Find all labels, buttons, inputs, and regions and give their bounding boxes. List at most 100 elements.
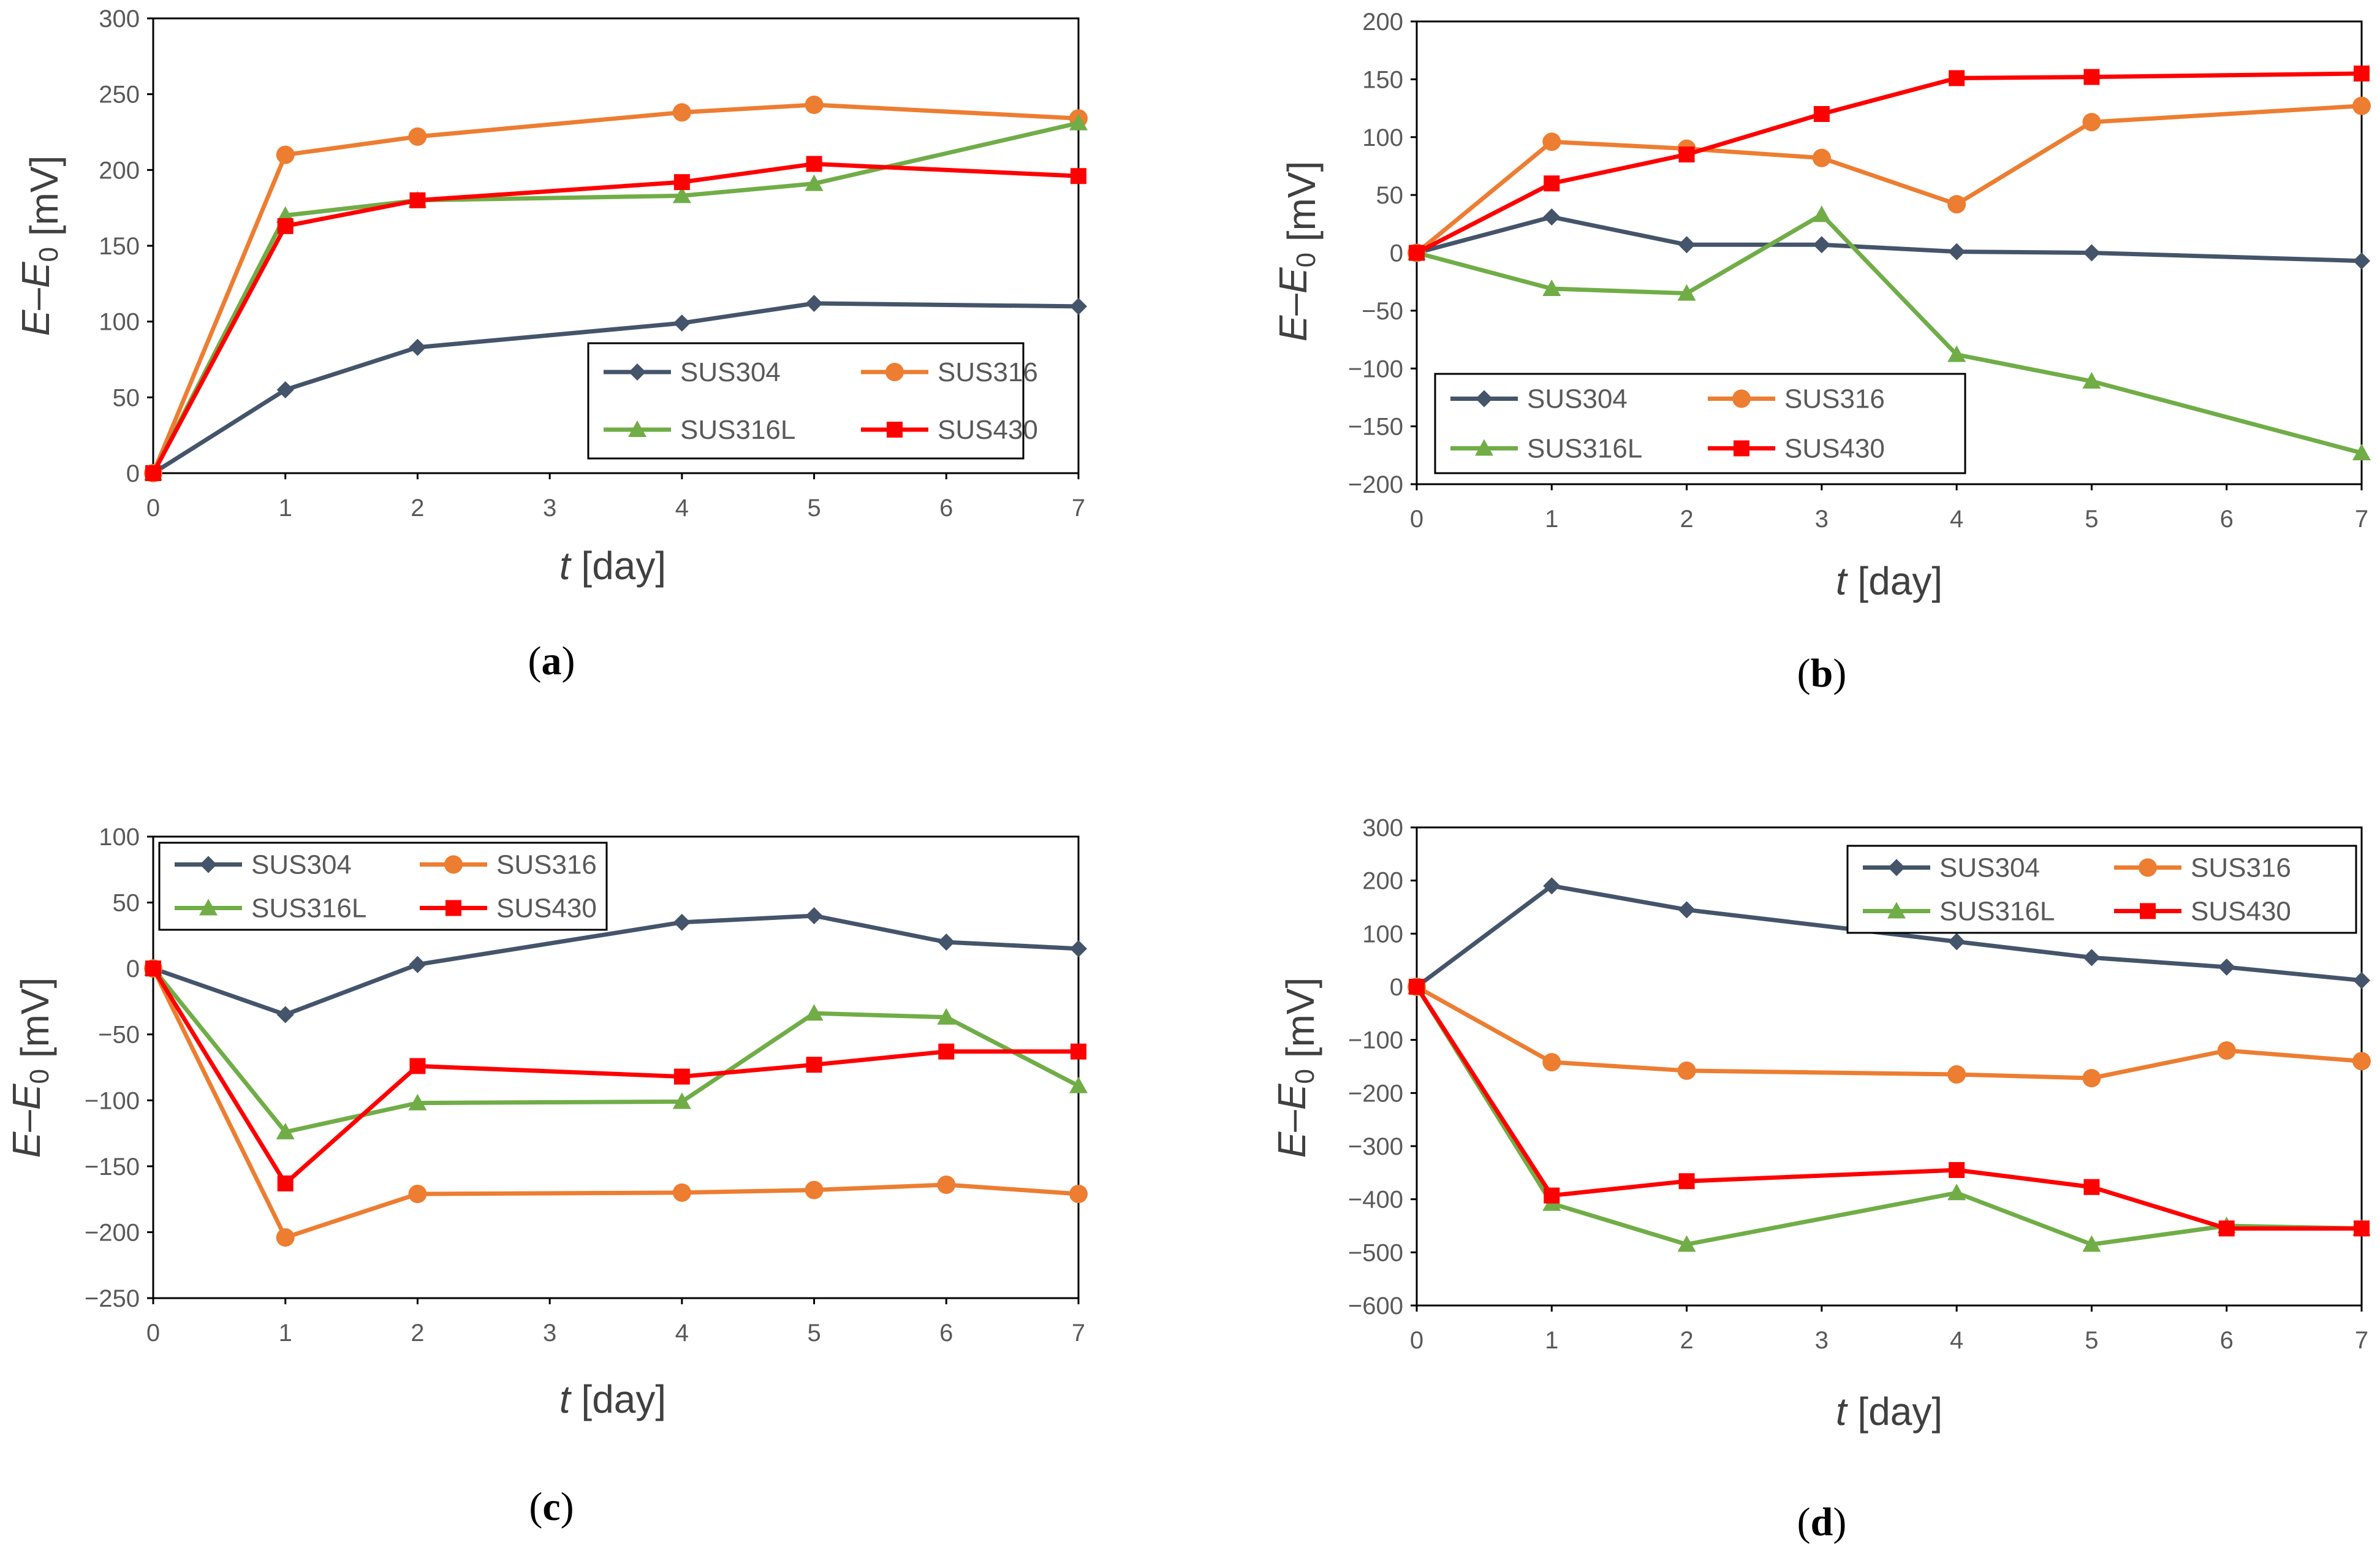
y-tick-label: −50 — [98, 1022, 140, 1049]
data-point-SUS430 — [1409, 245, 1425, 261]
data-point-SUS304 — [938, 933, 955, 951]
x-tick-label: 6 — [2220, 506, 2234, 533]
panel-caption: (a) — [528, 639, 575, 683]
data-point-SUS430 — [1678, 1173, 1695, 1190]
y-tick-label: −200 — [1348, 1080, 1403, 1107]
caption-paren: ( — [1797, 651, 1811, 696]
data-point-SUS304 — [1543, 877, 1561, 895]
data-point-SUS316L — [1812, 205, 1831, 222]
data-point-SUS316L — [1677, 1235, 1696, 1252]
legend-label-SUS316L: SUS316L — [680, 415, 795, 445]
x-axis-title-var: t — [559, 1377, 572, 1421]
caption-paren: ( — [1797, 1500, 1811, 1545]
data-point-SUS430 — [1544, 1187, 1560, 1204]
data-point-SUS316L — [1677, 284, 1696, 301]
legend-label-SUS316: SUS316 — [938, 357, 1038, 387]
y-axis-title: E–E0 [mV] — [4, 978, 57, 1158]
data-point-SUS304 — [1948, 243, 1966, 260]
y-axis-title-part: E — [1271, 267, 1315, 294]
data-point-SUS430 — [2083, 69, 2100, 85]
x-tick-label: 3 — [1815, 1327, 1829, 1354]
y-tick-label: 100 — [1362, 921, 1403, 948]
x-axis-title-var: t — [1836, 559, 1848, 603]
legend-marker-SUS316L — [199, 899, 218, 916]
x-tick-label: 2 — [1680, 1327, 1693, 1354]
x-axis-title: t [day] — [1836, 1389, 1942, 1434]
y-axis-title-part: E — [1270, 1083, 1314, 1110]
data-point-SUS430 — [806, 1057, 822, 1073]
x-axis-title: t [day] — [559, 544, 666, 588]
legend-marker-SUS304 — [1888, 859, 1905, 876]
y-axis-title-part: – — [4, 1110, 48, 1132]
legend-marker-SUS316L — [628, 420, 646, 437]
data-point-SUS316 — [1069, 1185, 1088, 1204]
y-tick-label: 0 — [126, 956, 140, 982]
legend-label-SUS304: SUS304 — [680, 357, 781, 387]
series-line-SUS316 — [151, 102, 1079, 474]
data-point-SUS430 — [1813, 106, 1830, 122]
data-point-SUS430 — [1949, 1162, 1965, 1178]
data-point-SUS316L — [805, 174, 824, 191]
data-point-SUS316 — [1812, 148, 1831, 167]
y-axis-title-part: E — [1270, 1131, 1314, 1158]
data-point-SUS316 — [2352, 1052, 2371, 1071]
data-point-SUS316L — [805, 1004, 824, 1021]
y-tick-label: −300 — [1348, 1133, 1403, 1160]
y-tick-label: −150 — [85, 1153, 140, 1180]
y-axis-title: E–E0 [mV] — [1271, 161, 1324, 342]
caption-letter: c — [542, 1484, 560, 1529]
data-point-SUS430 — [1409, 979, 1425, 995]
data-point-SUS304 — [1070, 940, 1087, 957]
y-tick-label: 50 — [1376, 182, 1404, 209]
data-point-SUS430 — [145, 465, 161, 481]
data-point-SUS304 — [276, 381, 294, 398]
x-tick-label: 7 — [1072, 495, 1085, 522]
data-point-SUS316 — [2217, 1041, 2236, 1060]
legend-marker-SUS316 — [885, 363, 904, 381]
data-point-SUS316L — [276, 1122, 295, 1139]
x-tick-label: 0 — [146, 495, 160, 522]
x-tick-label: 2 — [411, 1320, 424, 1347]
legend-label-SUS316: SUS316 — [2191, 853, 2291, 883]
y-axis-title-part: [mV] — [1279, 161, 1324, 253]
data-point-SUS316L — [1069, 1076, 1088, 1093]
legend-label-SUS430: SUS430 — [2191, 897, 2291, 927]
data-point-SUS316L — [672, 186, 691, 203]
data-point-SUS316L — [408, 1093, 427, 1111]
y-tick-label: −100 — [1348, 355, 1403, 382]
panel-b: −200 −150 −100 −50 0 50 100 150 200 0 1 2 3 4 5 6 7 SUS30… — [1271, 9, 2371, 696]
data-point-SUS430 — [673, 1068, 690, 1085]
x-tick-label: 4 — [675, 495, 689, 522]
y-tick-label: 150 — [1362, 66, 1403, 93]
data-point-SUS304 — [1543, 208, 1561, 226]
caption-letter: d — [1811, 1500, 1833, 1545]
y-axis-title: E–E0 [mV] — [13, 156, 66, 336]
legend-label-SUS304: SUS304 — [1939, 853, 2040, 883]
legend-marker-SUS304 — [1476, 390, 1493, 408]
y-tick-label: −400 — [1348, 1187, 1403, 1214]
legend-box — [1846, 845, 2357, 934]
caption-paren: ) — [561, 1484, 574, 1529]
data-point-SUS430 — [673, 174, 690, 191]
x-tick-label: 1 — [1545, 1327, 1558, 1354]
data-point-SUS430 — [277, 218, 294, 234]
x-tick-label: 7 — [1072, 1320, 1085, 1347]
data-point-SUS316 — [2352, 96, 2371, 115]
x-tick-label: 5 — [2085, 1327, 2098, 1354]
x-axis-title-unit: [day] — [1847, 559, 1943, 603]
x-tick-label: 1 — [1545, 506, 1558, 533]
x-tick-label: 4 — [675, 1320, 689, 1347]
y-axis-title-part: E — [1271, 314, 1315, 341]
legend-label-SUS430: SUS430 — [938, 415, 1038, 445]
x-tick-label: 2 — [411, 495, 424, 522]
y-axis-title-part: – — [13, 288, 58, 310]
y-tick-label: 150 — [99, 233, 140, 260]
x-axis-title-var: t — [1836, 1389, 1848, 1434]
legend-marker-SUS430 — [887, 422, 903, 438]
legend-label-SUS430: SUS430 — [496, 894, 597, 924]
legend-marker-SUS316L — [1887, 902, 1906, 919]
caption-paren: ( — [529, 1484, 542, 1529]
data-point-SUS430 — [2354, 1220, 2370, 1237]
